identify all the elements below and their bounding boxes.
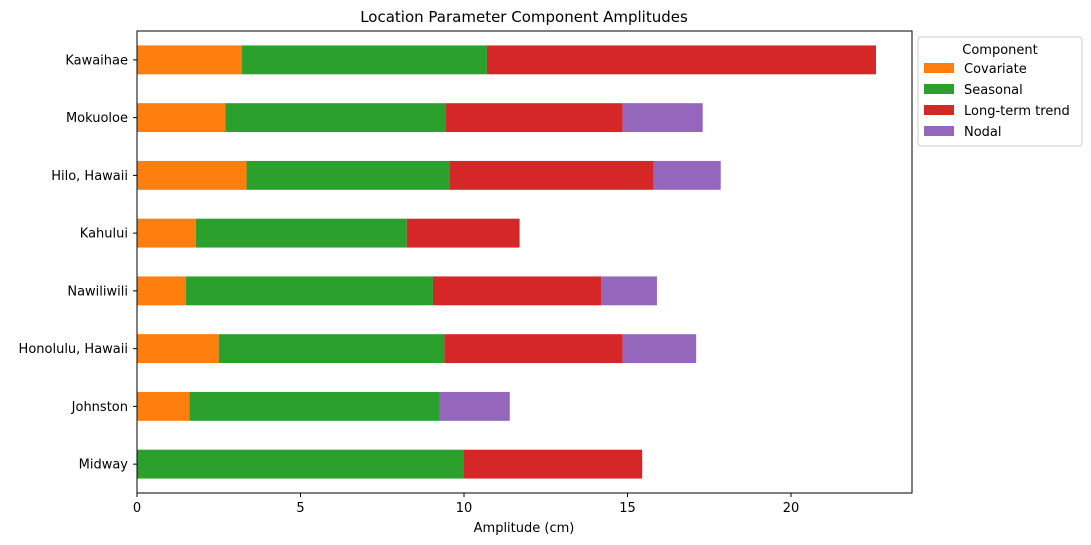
y-tick-label: Johnston	[71, 400, 128, 415]
bar-covariate-6	[137, 391, 190, 421]
y-tick-label: Kawaihae	[65, 53, 128, 68]
bar-covariate-4	[137, 276, 187, 306]
chart-title: Location Parameter Component Amplitudes	[360, 8, 688, 26]
bar-long-term-trend-3	[406, 218, 520, 248]
bar-covariate-5	[137, 334, 219, 364]
legend-swatch	[924, 126, 954, 136]
y-axis: Kawaihae Mokuoloe Hilo, Hawaii Kahului Nawil…	[19, 53, 137, 473]
y-tick-label: Hilo, Hawaii	[51, 169, 128, 184]
y-tick-label: Kahului	[80, 227, 128, 242]
x-axis-label: Amplitude (cm)	[474, 521, 575, 536]
bar-seasonal-1	[225, 103, 447, 133]
bar-covariate-1	[137, 103, 226, 133]
x-tick-label: 15	[619, 501, 636, 516]
legend: Component Covariate Seasonal Long-term tre…	[917, 36, 1083, 147]
bar-seasonal-6	[189, 391, 440, 421]
legend-swatch	[924, 84, 954, 94]
bar-seasonal-5	[218, 334, 445, 364]
legend-label: Nodal	[964, 125, 1002, 140]
y-tick-label: Mokuoloe	[66, 111, 128, 126]
bar-long-term-trend-4	[432, 276, 602, 306]
bar-long-term-trend-5	[444, 334, 623, 364]
legend-items: Covariate Seasonal Long-term trend Nodal	[924, 62, 1070, 140]
legend-swatch	[924, 63, 954, 73]
plot-frame	[136, 30, 913, 494]
bar-long-term-trend-7	[464, 449, 643, 479]
bar-long-term-trend-2	[449, 160, 654, 190]
bar-covariate-3	[137, 218, 196, 248]
bar-nodal-4	[601, 276, 657, 306]
bar-covariate-0	[137, 45, 242, 75]
x-axis: 0 5 10 15 20	[133, 493, 799, 516]
bar-seasonal-0	[241, 45, 487, 75]
bar-long-term-trend-0	[486, 45, 877, 75]
bar-nodal-6	[439, 391, 510, 421]
legend-swatch	[924, 105, 954, 115]
bar-seasonal-7	[137, 449, 465, 479]
bar-nodal-2	[653, 160, 721, 190]
bar-long-term-trend-1	[446, 103, 623, 133]
x-tick-label: 5	[296, 501, 304, 516]
legend-label: Seasonal	[964, 83, 1023, 98]
y-tick-label: Honolulu, Hawaii	[19, 342, 128, 357]
bar-seasonal-3	[195, 218, 407, 248]
bar-covariate-2	[137, 160, 247, 190]
legend-label: Covariate	[964, 62, 1027, 77]
x-tick-label: 20	[783, 501, 800, 516]
y-tick-label: Nawiliwili	[67, 284, 128, 299]
y-tick-label: Midway	[79, 458, 129, 473]
legend-label: Long-term trend	[964, 104, 1070, 119]
bar-seasonal-2	[246, 160, 450, 190]
legend-box	[917, 36, 1083, 147]
bar-nodal-5	[622, 334, 697, 364]
x-tick-label: 10	[456, 501, 473, 516]
legend-title: Component	[962, 43, 1037, 58]
bars-layer	[137, 45, 877, 479]
bar-nodal-1	[622, 103, 703, 133]
x-tick-label: 0	[133, 501, 141, 516]
bar-seasonal-4	[186, 276, 433, 306]
